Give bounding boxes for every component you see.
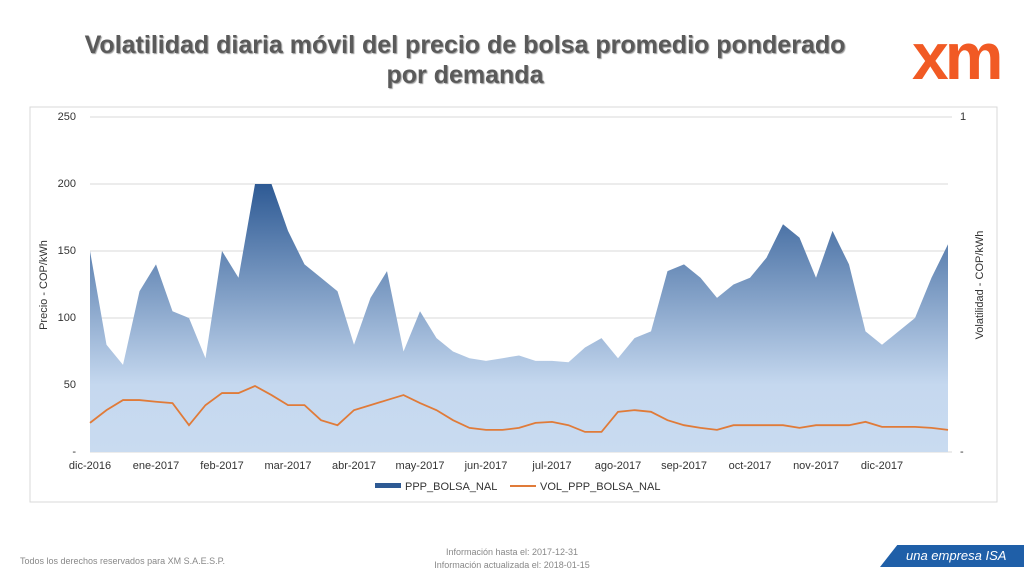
x-tick-label: may-2017 [396,460,445,472]
legend-swatch [375,483,401,488]
x-tick-label: ene-2017 [133,460,180,472]
x-tick-label: jun-2017 [464,460,508,472]
x-tick-label: dic-2016 [69,460,111,472]
y2-tick-label: - [960,446,964,458]
footer-info: Información actualizada el: 2018-01-15 [434,560,590,570]
title-line: por demanda [386,61,544,89]
brand-banner: una empresa ISA [880,545,1024,567]
y-tick-label: 100 [58,312,76,324]
y-tick-label: 150 [58,245,76,257]
y-axis-label: Precio - COP/kWh [38,240,50,330]
brand-text: una empresa ISA [906,548,1007,563]
y2-tick-label: 1 [960,111,966,123]
x-tick-label: feb-2017 [200,460,243,472]
footer-info: Información hasta el: 2017-12-31 [445,547,579,557]
slide-title: Volatilidad diaria móvil del precio de b… [40,30,890,90]
x-tick-label: nov-2017 [793,460,839,472]
x-tick-label: sep-2017 [661,460,707,472]
x-tick-label: mar-2017 [264,460,311,472]
x-tick-label: abr-2017 [332,460,376,472]
x-tick-label: dic-2017 [861,460,903,472]
y-tick-label: 50 [64,379,76,391]
y-tick-label: - [72,446,76,458]
y-tick-label: 250 [58,111,76,123]
title-line: Volatilidad diaria móvil del precio de b… [84,31,846,59]
line [89,385,949,433]
x-tick-label: oct-2017 [729,460,772,472]
x-tick-label: ago-2017 [595,460,642,472]
logo: xm [912,19,1003,93]
legend-label: PPP_BOLSA_NAL [405,481,497,493]
x-tick-label: jul-2017 [531,460,571,472]
y2-axis-label: Volatilidad - COP/kWh [974,231,986,340]
y-tick-label: 200 [58,178,76,190]
footer-rights: Todos los derechos reservados para XM S.… [20,556,225,566]
area [90,184,948,452]
legend-label: VOL_PPP_BOLSA_NAL [540,481,660,493]
